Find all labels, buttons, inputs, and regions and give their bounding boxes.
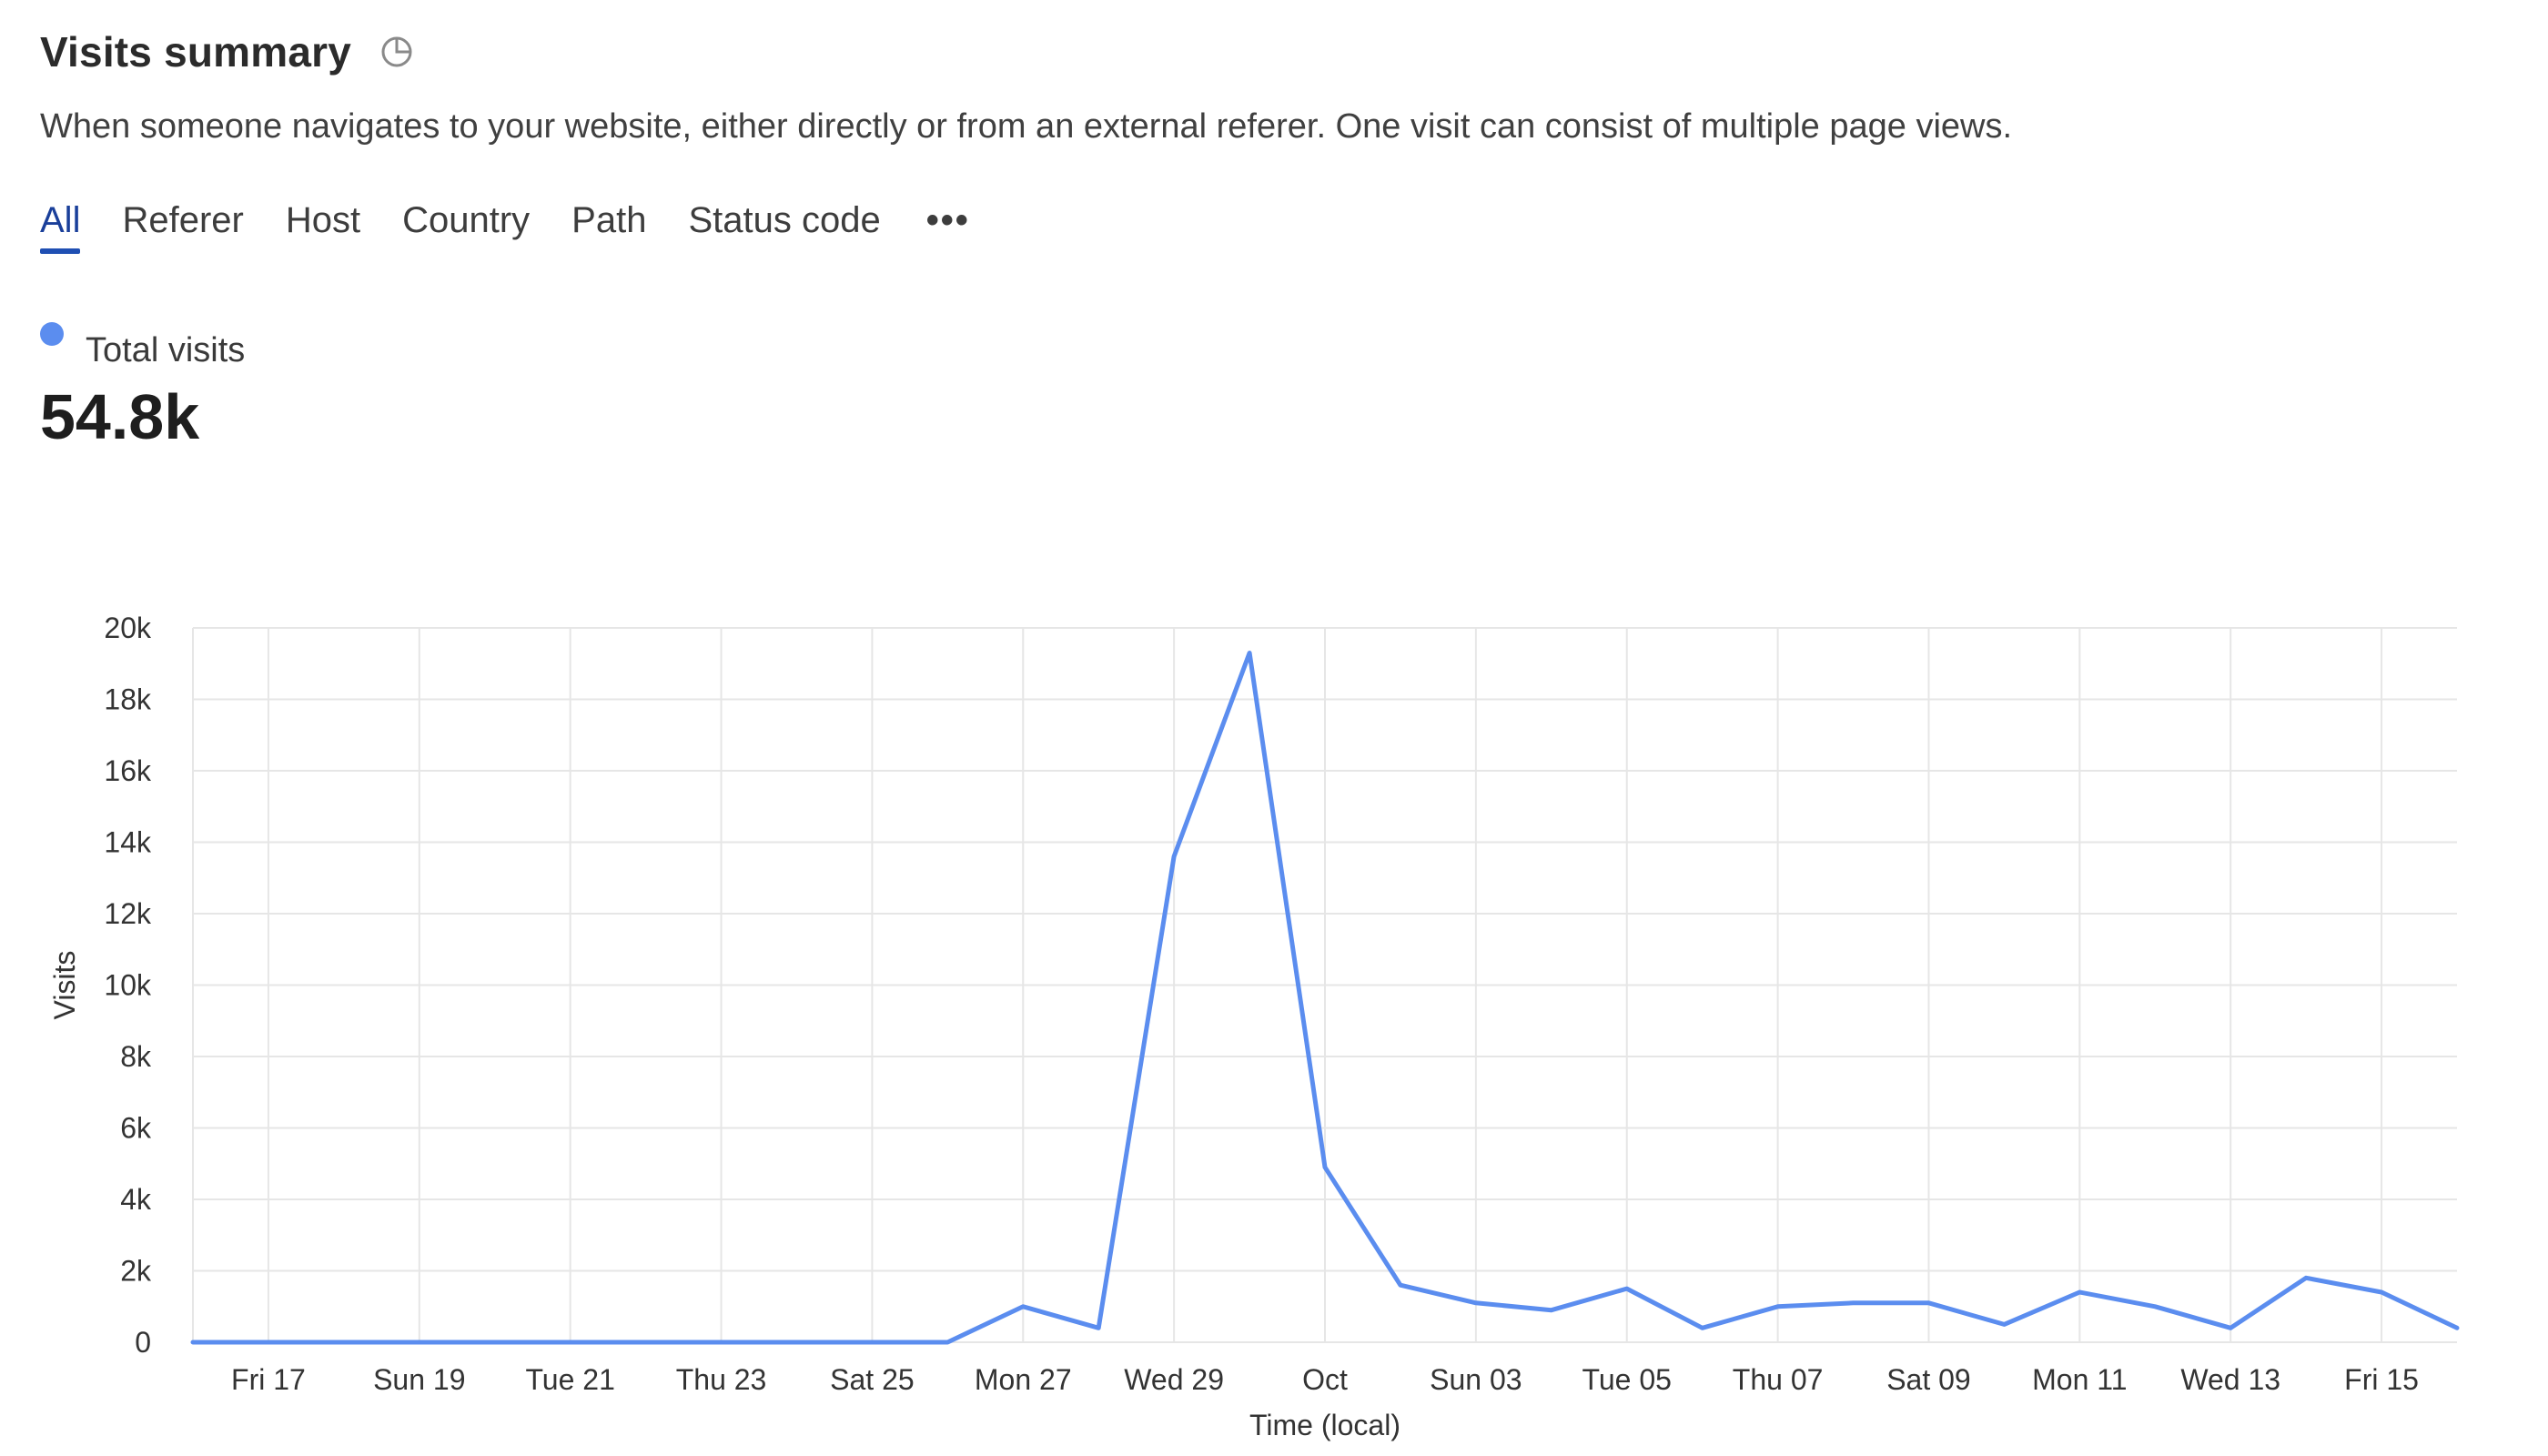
legend-label: Total visits [86, 331, 246, 369]
x-tick-label: Thu 23 [676, 1363, 767, 1396]
x-tick-label: Mon 11 [2032, 1363, 2127, 1396]
x-tick-label: Tue 05 [1582, 1363, 1672, 1396]
total-visits-value: 54.8k [40, 381, 200, 452]
y-axis-title: Visits [48, 951, 81, 1020]
y-axis: 0 2k 4k 6k 8k 10k 12k 14k 16k 18k 20k [104, 612, 152, 1359]
page-title: Visits summary [40, 28, 352, 76]
tab-path[interactable]: Path [571, 200, 647, 240]
more-options-icon[interactable]: ••• [925, 200, 970, 240]
pie-chart-icon[interactable] [379, 34, 415, 70]
y-tick-label: 0 [135, 1326, 151, 1359]
legend-dot [40, 322, 64, 346]
tab-country[interactable]: Country [402, 200, 531, 240]
x-tick-label: Fri 15 [2344, 1363, 2419, 1396]
page-description: When someone navigates to your website, … [40, 107, 2013, 146]
x-tick-label: Fri 17 [231, 1363, 306, 1396]
tab-bar: All Referer Host Country Path Status cod… [40, 200, 970, 254]
x-tick-label: Oct [1302, 1363, 1348, 1396]
x-tick-label: Tue 21 [525, 1363, 614, 1396]
tab-referer[interactable]: Referer [122, 200, 244, 240]
x-tick-label: Wed 29 [1124, 1363, 1224, 1396]
header: Visits summary [40, 27, 415, 76]
x-tick-label: Sat 09 [1886, 1363, 1971, 1396]
grid-layer [192, 627, 2457, 1343]
y-tick-label: 16k [104, 754, 152, 787]
x-tick-label: Wed 13 [2180, 1363, 2280, 1396]
y-tick-label: 6k [120, 1112, 152, 1145]
y-tick-label: 18k [104, 683, 152, 716]
y-tick-label: 2k [120, 1255, 152, 1288]
x-tick-label: Sat 25 [830, 1363, 915, 1396]
tab-host[interactable]: Host [285, 200, 361, 240]
y-tick-label: 14k [104, 826, 152, 859]
x-tick-label: Sun 03 [1430, 1363, 1522, 1396]
x-tick-label: Mon 27 [975, 1363, 1072, 1396]
tab-all[interactable]: All [40, 200, 81, 254]
series-line-total-visits [190, 651, 2460, 1345]
x-tick-label: Thu 07 [1733, 1363, 1824, 1396]
x-axis: Fri 17 Sun 19 Tue 21 Thu 23 Sat 25 Mon 27 Wed … [231, 1363, 2419, 1396]
y-tick-label: 12k [104, 897, 152, 930]
y-tick-label: 4k [120, 1183, 152, 1216]
y-tick-label: 20k [104, 612, 152, 644]
tab-status-code[interactable]: Status code [688, 200, 881, 240]
series-layer [190, 651, 2460, 1345]
x-tick-label: Sun 19 [373, 1363, 465, 1396]
x-axis-title: Time (local) [1249, 1409, 1400, 1441]
y-tick-label: 8k [120, 1040, 152, 1073]
y-tick-label: 10k [104, 969, 152, 1002]
legend: Total visits [40, 318, 245, 370]
